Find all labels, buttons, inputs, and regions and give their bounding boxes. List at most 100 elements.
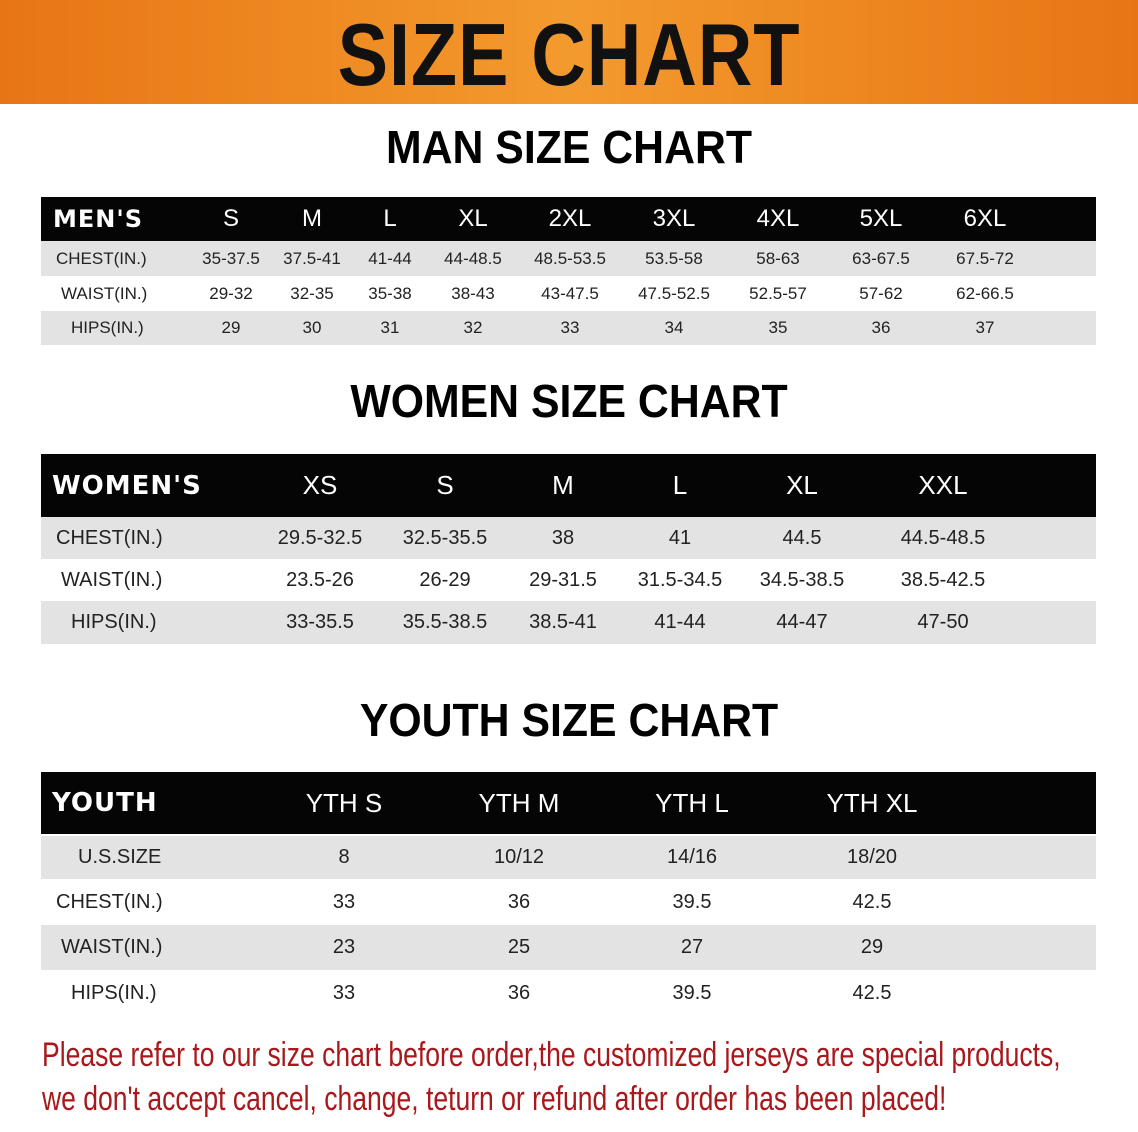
table-row: CHEST(IN.) 29.5-32.5 32.5-35.5 38 41 44.5 44.5… bbox=[41, 517, 1096, 559]
size-header: 6XL bbox=[963, 205, 1007, 232]
table-cell: 32.5-35.5 bbox=[402, 526, 488, 549]
size-header: S bbox=[222, 205, 239, 232]
table-row: WAIST(IN.) 29-32 32-35 35-38 38-43 43-47.5 47.… bbox=[41, 276, 1096, 311]
men-header-row: MEN'S S M L XL 2XL 3XL 4XL 5XL 6XL bbox=[41, 197, 1096, 241]
table-cell: 33-35.5 bbox=[286, 611, 354, 633]
table-cell: 58-63 bbox=[756, 248, 800, 268]
table-cell: 29 bbox=[860, 936, 884, 958]
table-cell: 44-48.5 bbox=[444, 248, 502, 268]
women-header-row: WOMEN'S XS S M L XL XXL bbox=[41, 454, 1096, 517]
table-corner-label: WOMEN'S bbox=[52, 470, 202, 501]
table-cell: 53.5-58 bbox=[645, 248, 703, 268]
notice-line-1: Please refer to our size chart before or… bbox=[42, 1036, 1061, 1074]
table-cell: 57-62 bbox=[859, 283, 903, 303]
size-header: 5XL bbox=[859, 205, 903, 232]
youth-section-title: YOUTH SIZE CHART bbox=[359, 694, 779, 746]
table-cell: 8 bbox=[338, 846, 350, 868]
row-label: CHEST(IN.) bbox=[56, 248, 147, 268]
table-cell: 33 bbox=[332, 981, 356, 1004]
table-row: U.S.SIZE 8 10/12 14/16 18/20 bbox=[41, 836, 1096, 879]
banner: SIZE CHART bbox=[0, 0, 1138, 104]
size-header: M bbox=[552, 470, 574, 500]
row-label: WAIST(IN.) bbox=[61, 568, 163, 591]
table-cell: 63-67.5 bbox=[852, 248, 910, 268]
table-cell: 25 bbox=[507, 936, 531, 958]
size-header: 4XL bbox=[756, 205, 800, 232]
banner-title: SIZE CHART bbox=[337, 5, 801, 104]
table-cell: 39.5 bbox=[672, 981, 712, 1004]
table-cell: 33 bbox=[332, 890, 356, 913]
table-cell: 44.5-48.5 bbox=[900, 526, 986, 549]
table-cell: 29.5-32.5 bbox=[277, 526, 363, 549]
table-cell: 42.5 bbox=[852, 981, 892, 1004]
table-cell: 41-44 bbox=[654, 611, 706, 633]
size-header: YTH L bbox=[655, 787, 729, 818]
table-cell: 42.5 bbox=[852, 890, 892, 913]
table-row: HIPS(IN.) 33-35.5 35.5-38.5 38.5-41 41-44 44-… bbox=[41, 601, 1096, 644]
table-cell: 47-50 bbox=[917, 611, 969, 633]
size-header: YTH S bbox=[305, 787, 383, 818]
size-header: 2XL bbox=[548, 205, 592, 232]
table-cell: 36 bbox=[507, 981, 531, 1004]
table-cell: 38.5-41 bbox=[529, 611, 597, 633]
row-label: HIPS(IN.) bbox=[71, 318, 144, 337]
row-label: CHEST(IN.) bbox=[56, 526, 163, 549]
table-cell: 10/12 bbox=[493, 846, 545, 868]
table-cell: 39.5 bbox=[672, 890, 712, 913]
table-cell: 43-47.5 bbox=[541, 283, 599, 303]
size-header: L bbox=[672, 470, 688, 500]
table-cell: 26-29 bbox=[419, 568, 471, 591]
table-cell: 38-43 bbox=[451, 283, 495, 303]
table-cell: 37.5-41 bbox=[283, 248, 341, 268]
table-cell: 23.5-26 bbox=[286, 568, 354, 591]
size-header: XL bbox=[458, 205, 488, 232]
size-header: S bbox=[436, 470, 454, 500]
table-corner-label: MEN'S bbox=[53, 205, 143, 233]
table-cell: 52.5-57 bbox=[749, 283, 807, 303]
table-cell: 47.5-52.5 bbox=[638, 283, 710, 303]
table-cell: 35 bbox=[768, 318, 788, 337]
table-cell: 36 bbox=[507, 890, 531, 913]
table-cell: 31 bbox=[380, 318, 400, 337]
men-size-table: MEN'S S M L XL 2XL 3XL 4XL 5XL 6XL CHEST(IN.) 35-37… bbox=[41, 197, 1096, 345]
row-label: CHEST(IN.) bbox=[56, 890, 163, 913]
women-section-title: WOMEN SIZE CHART bbox=[350, 375, 788, 427]
youth-header-row: YOUTH YTH S YTH M YTH L YTH XL bbox=[41, 772, 1096, 834]
table-cell: 38.5-42.5 bbox=[900, 568, 986, 591]
men-section-title: MAN SIZE CHART bbox=[385, 121, 752, 173]
table-row: WAIST(IN.) 23 25 27 29 bbox=[41, 925, 1096, 970]
table-cell: 48.5-53.5 bbox=[534, 248, 606, 268]
table-cell: 37 bbox=[975, 318, 995, 337]
table-cell: 29-31.5 bbox=[529, 568, 597, 591]
size-header: XXL bbox=[918, 470, 968, 500]
size-header: XL bbox=[786, 470, 818, 500]
table-cell: 34.5-38.5 bbox=[759, 568, 845, 591]
table-row: CHEST(IN.) 33 36 39.5 42.5 bbox=[41, 879, 1096, 925]
table-row: HIPS(IN.) 29 30 31 32 33 34 35 36 37 bbox=[41, 311, 1096, 345]
table-cell: 32-35 bbox=[290, 283, 334, 303]
table-cell: 27 bbox=[680, 936, 704, 958]
size-header: YTH XL bbox=[826, 787, 918, 818]
youth-size-table: YOUTH YTH S YTH M YTH L YTH XL U.S.SIZE 8 10/12… bbox=[41, 772, 1096, 1016]
table-cell: 23 bbox=[332, 936, 356, 958]
table-cell: 31.5-34.5 bbox=[637, 568, 723, 591]
size-header: 3XL bbox=[652, 205, 696, 232]
table-row: WAIST(IN.) 23.5-26 26-29 29-31.5 31.5-34.5 34… bbox=[41, 559, 1096, 601]
notice-line-2: we don't accept cancel, change, teturn o… bbox=[42, 1080, 947, 1118]
row-label: WAIST(IN.) bbox=[61, 283, 148, 303]
row-label: WAIST(IN.) bbox=[61, 936, 163, 958]
table-cell: 41 bbox=[668, 526, 692, 549]
table-cell: 18/20 bbox=[846, 846, 898, 868]
table-cell: 41-44 bbox=[368, 248, 412, 268]
women-size-table: WOMEN'S XS S M L XL XXL CHEST(IN.) 29.5-32.5 32.5… bbox=[41, 454, 1096, 644]
table-cell: 33 bbox=[560, 318, 580, 337]
table-cell: 35-37.5 bbox=[202, 248, 260, 268]
table-cell: 35-38 bbox=[368, 283, 412, 303]
table-cell: 67.5-72 bbox=[956, 248, 1014, 268]
table-cell: 30 bbox=[302, 318, 322, 337]
table-cell: 35.5-38.5 bbox=[402, 611, 488, 633]
size-header: M bbox=[302, 205, 322, 232]
table-row: CHEST(IN.) 35-37.5 37.5-41 41-44 44-48.5 48.5… bbox=[41, 241, 1096, 276]
table-cell: 34 bbox=[664, 318, 684, 337]
table-cell: 62-66.5 bbox=[956, 283, 1014, 303]
